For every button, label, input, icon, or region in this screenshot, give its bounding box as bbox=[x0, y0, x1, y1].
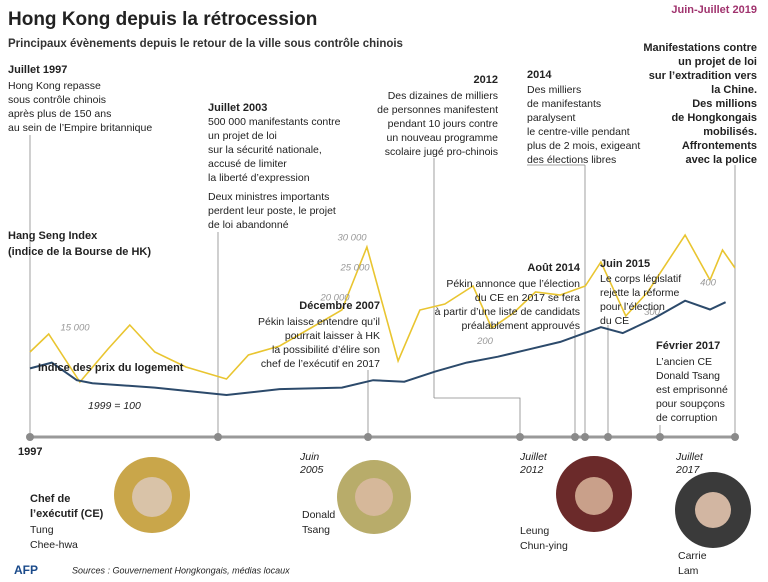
chief-name: Leung bbox=[520, 525, 549, 537]
event-text: Pékin annonce que l’élection bbox=[446, 278, 580, 290]
axis-label: 400 bbox=[700, 277, 717, 288]
event-text: est emprisonné bbox=[656, 384, 728, 396]
chart-label: Indice des prix du logement bbox=[38, 362, 184, 374]
event-text: le centre-ville pendant bbox=[527, 126, 630, 138]
event-text: la liberté d’expression bbox=[208, 172, 310, 184]
chiefs-heading: Chef de bbox=[30, 493, 70, 505]
timeline-label: Juillet bbox=[519, 451, 548, 463]
event-title: Août 2014 bbox=[527, 262, 580, 274]
data-line bbox=[29, 299, 727, 397]
connectors bbox=[29, 135, 736, 437]
event-text: de personnes manifestent bbox=[377, 104, 498, 116]
chief-name: Tsang bbox=[302, 524, 330, 536]
event-title: Juillet 2003 bbox=[208, 102, 267, 114]
event-text: un nouveau programme bbox=[387, 132, 499, 144]
event-text: Des dizaines de milliers bbox=[388, 90, 498, 102]
timeline-label: 2012 bbox=[519, 464, 544, 476]
subtitle: Principaux évènements depuis le retour d… bbox=[8, 38, 403, 50]
event-text: de corruption bbox=[656, 412, 717, 424]
event-text: Manifestations contre bbox=[643, 42, 757, 54]
event-text: de Hongkongais bbox=[671, 112, 757, 124]
event-text: Des millions bbox=[692, 98, 757, 110]
charts: 15 000 20 000 25 000 30 000 200 300 400 bbox=[29, 233, 736, 397]
chart-label: (indice de la Bourse de HK) bbox=[8, 246, 151, 258]
timeline-label: Juin bbox=[299, 451, 319, 463]
logo: AFP bbox=[14, 563, 38, 577]
event-title: Février 2017 bbox=[656, 340, 720, 352]
event-text: chef de l’exécutif en 2017 bbox=[261, 358, 380, 370]
axis-label: 200 bbox=[476, 336, 494, 347]
event-text: du CE bbox=[600, 315, 629, 327]
event-text: plus de 2 mois, exigeant bbox=[527, 140, 640, 152]
axis-label: 300 bbox=[644, 307, 661, 318]
axis-label: 25 000 bbox=[339, 263, 370, 274]
event-title: Décembre 2007 bbox=[299, 300, 380, 312]
event-text: L’ancien CE bbox=[656, 356, 712, 368]
event-text: paralysent bbox=[527, 112, 576, 124]
event-text: de manifestants bbox=[527, 98, 601, 110]
event-text: pour l’élection bbox=[600, 301, 665, 313]
event-text: sous contrôle chinois bbox=[8, 94, 106, 106]
event-title: 2012 bbox=[474, 74, 498, 86]
event-text: pendant 10 jours contre bbox=[388, 118, 498, 130]
event-text: Pékin laisse entendre qu’il bbox=[258, 316, 380, 328]
event-text: Deux ministres importants bbox=[208, 191, 329, 203]
event-title: Juin 2015 bbox=[600, 258, 650, 270]
event-text: Hong Kong repasse bbox=[8, 80, 101, 92]
title: Hong Kong depuis la rétrocession bbox=[8, 9, 317, 30]
timeline-label: 2017 bbox=[675, 464, 701, 476]
event-text: mobilisés. bbox=[703, 126, 757, 138]
event-text: après plus de 150 ans bbox=[8, 108, 111, 120]
timeline-label: 2005 bbox=[299, 464, 324, 476]
event-text: Donald Tsang bbox=[656, 370, 720, 382]
chief-name: Tung bbox=[30, 524, 54, 536]
event-text: sur la sécurité nationale, bbox=[208, 144, 322, 156]
event-text: à partir d’une liste de candidats bbox=[435, 306, 580, 318]
logo-box bbox=[6, 563, 56, 578]
event-text: la Chine. bbox=[711, 84, 757, 96]
chief-name: Chee-hwa bbox=[30, 539, 78, 551]
timeline-label: 1997 bbox=[18, 446, 42, 458]
event-text: perdent leur poste, le projet bbox=[208, 205, 336, 217]
event-text: rejette la réforme bbox=[600, 287, 680, 299]
event-text: Des milliers bbox=[527, 84, 581, 96]
event-text: pourrait laisser à HK bbox=[285, 330, 380, 342]
portraits bbox=[114, 456, 751, 548]
event-text: 500 000 manifestants contre bbox=[208, 116, 341, 128]
timeline-label: Juillet bbox=[675, 451, 704, 463]
event-text: des élections libres bbox=[527, 154, 616, 166]
chief-name: Donald bbox=[302, 509, 335, 521]
event-text: accusé de limiter bbox=[208, 158, 287, 170]
axis-label: 20 000 bbox=[319, 293, 350, 304]
event-text: au sein de l’Empire britannique bbox=[8, 122, 152, 134]
chief-name: Carrie bbox=[678, 550, 707, 562]
event-text: pour soupçons bbox=[656, 398, 725, 410]
chart-label: Hang Seng Index bbox=[8, 230, 98, 242]
event-text: la possibilité d’élire son bbox=[272, 344, 380, 356]
event-title: 2014 bbox=[527, 69, 552, 81]
sources: Sources : Gouvernement Hongkongais, médi… bbox=[72, 565, 290, 575]
event-text: un projet de loi bbox=[678, 56, 757, 68]
event-text: un projet de loi bbox=[208, 130, 277, 142]
chiefs-heading: l’exécutif (CE) bbox=[30, 508, 104, 520]
event-text: préalablement approuvés bbox=[462, 320, 581, 332]
event-text: sur l’extradition vers bbox=[649, 70, 757, 82]
event-text: de loi abandonné bbox=[208, 219, 289, 231]
event-title: Juin-Juillet 2019 bbox=[671, 4, 757, 16]
event-title: Juillet 1997 bbox=[8, 64, 67, 76]
chief-name: Lam bbox=[678, 565, 699, 577]
chief-name: Chun-ying bbox=[520, 540, 568, 552]
axis-label: 30 000 bbox=[337, 233, 367, 244]
event-text: Le corps législatif bbox=[600, 273, 681, 285]
axis-label: 15 000 bbox=[60, 323, 90, 334]
timeline-dots bbox=[26, 433, 739, 441]
event-text: scolaire jugé pro-chinois bbox=[385, 146, 498, 158]
event-text: Affrontements bbox=[682, 140, 757, 152]
event-text: du CE en 2017 se fera bbox=[475, 292, 580, 304]
event-text: avec la police bbox=[685, 154, 757, 166]
chart-note: 1999 = 100 bbox=[88, 400, 141, 412]
data-line bbox=[29, 233, 736, 384]
